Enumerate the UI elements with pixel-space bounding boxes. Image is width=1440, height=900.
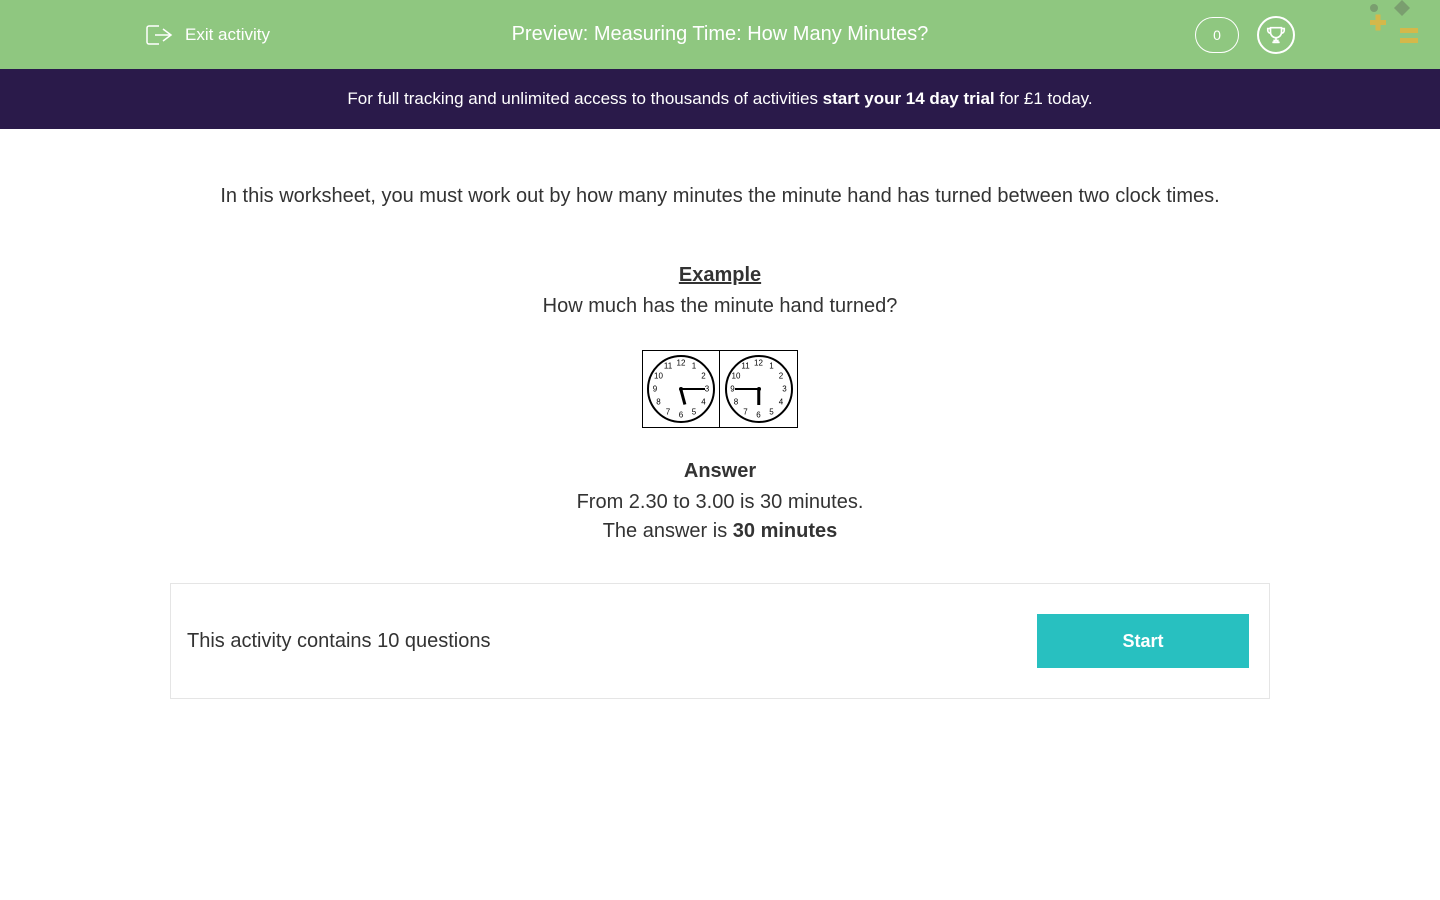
clocks-image: 121234567891011 121234567891011 — [170, 350, 1270, 428]
clock-1: 121234567891011 — [642, 350, 720, 428]
answer-line2: The answer is 30 minutes — [170, 520, 1270, 543]
banner-text-before: For full tracking and unlimited access t… — [347, 89, 822, 108]
content-area: In this worksheet, you must work out by … — [170, 129, 1270, 699]
intro-text: In this worksheet, you must work out by … — [170, 185, 1270, 208]
header: Exit activity Preview: Measuring Time: H… — [0, 0, 1440, 69]
page-title: Preview: Measuring Time: How Many Minute… — [512, 23, 929, 46]
start-button[interactable]: Start — [1037, 614, 1249, 668]
example-question: How much has the minute hand turned? — [170, 295, 1270, 318]
banner-text-after: for £1 today. — [995, 89, 1093, 108]
answer-label: Answer — [170, 460, 1270, 483]
exit-label: Exit activity — [185, 25, 270, 45]
activity-footer: This activity contains 10 questions Star… — [170, 583, 1270, 699]
example-label: Example — [170, 264, 1270, 287]
exit-activity-button[interactable]: Exit activity — [145, 23, 270, 47]
banner-text-bold: start your 14 day trial — [823, 89, 995, 108]
question-count-text: This activity contains 10 questions — [187, 630, 491, 653]
brand-logo-icon — [1366, 0, 1428, 55]
score-badge: 0 — [1195, 17, 1239, 53]
trophy-icon — [1265, 24, 1287, 46]
header-right: 0 — [1195, 16, 1295, 54]
clock-2: 121234567891011 — [720, 350, 798, 428]
trial-banner[interactable]: For full tracking and unlimited access t… — [0, 69, 1440, 129]
trophy-button[interactable] — [1257, 16, 1295, 54]
answer-line1: From 2.30 to 3.00 is 30 minutes. — [170, 491, 1270, 514]
exit-icon — [145, 23, 173, 47]
